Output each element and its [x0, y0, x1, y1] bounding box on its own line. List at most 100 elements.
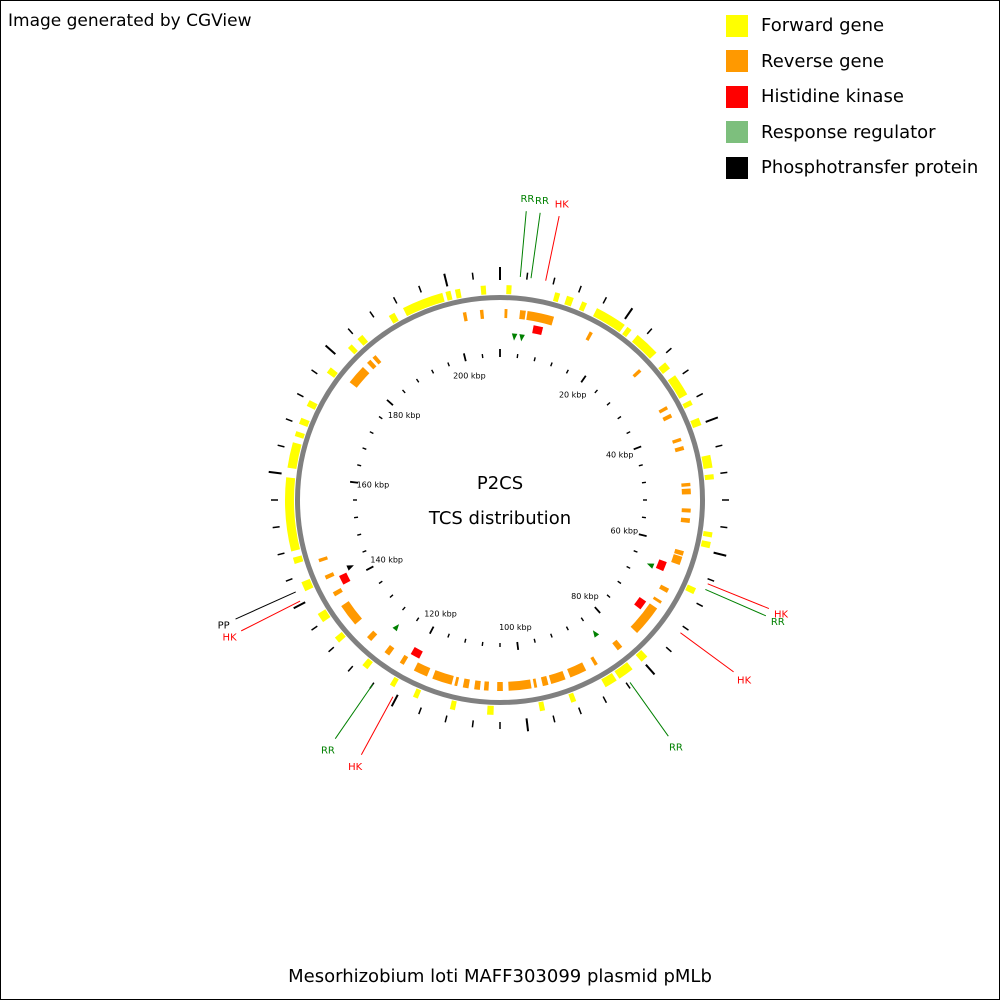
outer-tick [471, 720, 474, 728]
reverse-gene [680, 517, 691, 524]
callout-line [545, 215, 560, 281]
callout-line [629, 682, 669, 737]
reverse-gene [432, 670, 454, 685]
response-regulator-mark [646, 563, 655, 569]
cgview-credit: Image generated by CGView [8, 11, 252, 31]
ruler-tick [447, 362, 450, 367]
legend-item-phosphotransfer-protein: Phosphotransfer protein [726, 150, 978, 186]
forward-gene [287, 442, 302, 469]
forward-gene [292, 555, 304, 564]
ruler-tick [415, 617, 420, 622]
forward-gene [506, 285, 512, 295]
forward-gene [622, 326, 632, 338]
reverse-gene [474, 680, 481, 690]
outer-tick [578, 285, 582, 293]
forward-gene-track [285, 285, 714, 715]
kbp-label: 160 kbp [357, 481, 390, 490]
ruler-tick [378, 580, 383, 585]
ruler-tick [362, 447, 367, 450]
outer-tick [296, 392, 304, 398]
kbp-label: 180 kbp [388, 411, 421, 420]
forward-gene [538, 701, 546, 712]
reverse-gene [630, 603, 658, 633]
reverse-gene [324, 572, 335, 580]
reverse-gene [318, 556, 328, 563]
reverse-gene [674, 445, 685, 453]
reverse-gene [681, 488, 691, 495]
ruler-tick [431, 369, 435, 374]
reverse-gene [659, 584, 670, 593]
response-regulator-mark [519, 334, 525, 342]
forward-gene [445, 290, 453, 301]
forward-gene [704, 474, 714, 481]
legend-label-phosphotransfer-protein: Phosphotransfer protein [761, 157, 979, 179]
forward-gene [294, 431, 305, 439]
legend-label-reverse-gene: Reverse gene [761, 50, 885, 72]
reverse-gene [567, 662, 587, 678]
outer-tick [328, 646, 335, 653]
legend-item-forward-gene: Forward gene [726, 8, 978, 44]
reverse-gene [540, 676, 549, 687]
reverse-gene [479, 309, 485, 320]
outer-tick [471, 272, 474, 280]
forward-gene [552, 292, 561, 303]
forward-gene [635, 650, 648, 662]
reverse-gene [674, 548, 684, 556]
outer-tick [552, 277, 556, 285]
histidine-kinase-mark [410, 647, 423, 659]
forward-gene [658, 362, 671, 374]
ruler-tick [401, 606, 406, 611]
response-regulator-mark [511, 333, 518, 341]
outer-tick [705, 416, 719, 423]
outer-tick [602, 296, 608, 304]
reverse-gene [483, 681, 490, 691]
reverse-gene [632, 369, 642, 378]
kbp-label: 60 kbp [611, 527, 639, 536]
forward-gene [402, 292, 445, 317]
reverse-gene [384, 644, 395, 656]
callout-label: RR [520, 194, 534, 205]
outer-tick [285, 578, 293, 582]
reverse-gene [367, 359, 377, 370]
outer-tick [324, 344, 336, 355]
forward-gene [685, 584, 697, 595]
kbp-label: 120 kbp [424, 609, 457, 618]
reverse-gene [658, 406, 669, 414]
forward-gene [347, 344, 358, 355]
ruler-tick [378, 415, 383, 420]
callout-line [334, 684, 374, 739]
forward-gene [285, 477, 300, 552]
forward-gene [317, 609, 331, 623]
outer-tick [665, 347, 672, 354]
response-regulator-mark [392, 624, 400, 632]
kbp-label: 20 kbp [559, 391, 587, 400]
reverse-gene-track [318, 309, 691, 692]
legend-item-histidine-kinase: Histidine kinase [726, 79, 978, 115]
outer-tick [526, 272, 529, 280]
ruler-tick [349, 480, 359, 484]
ruler-tick [550, 633, 553, 638]
ruler-tick [362, 550, 367, 553]
callout-label: HK [348, 762, 363, 773]
ruler-tick [464, 638, 467, 643]
outer-tick [443, 273, 449, 287]
ruler-tick [633, 550, 638, 553]
ruler-tick [533, 357, 536, 362]
forward-gene [614, 662, 633, 679]
reverse-gene [399, 654, 409, 665]
ruler-tick [357, 464, 362, 467]
reverse-gene [413, 662, 431, 677]
outer-tick [665, 646, 672, 653]
outer-tick [285, 418, 293, 422]
ruler-tick [389, 594, 394, 599]
callout-line [530, 212, 541, 279]
legend-swatch-forward-gene [726, 14, 748, 37]
forward-gene [701, 454, 713, 469]
reverse-gene [526, 311, 555, 326]
outer-tick [552, 715, 556, 723]
reverse-gene [672, 437, 682, 444]
reverse-gene [372, 355, 382, 365]
ruler-tick [626, 431, 631, 435]
ruler-tick [447, 633, 450, 638]
outer-tick [713, 551, 727, 557]
